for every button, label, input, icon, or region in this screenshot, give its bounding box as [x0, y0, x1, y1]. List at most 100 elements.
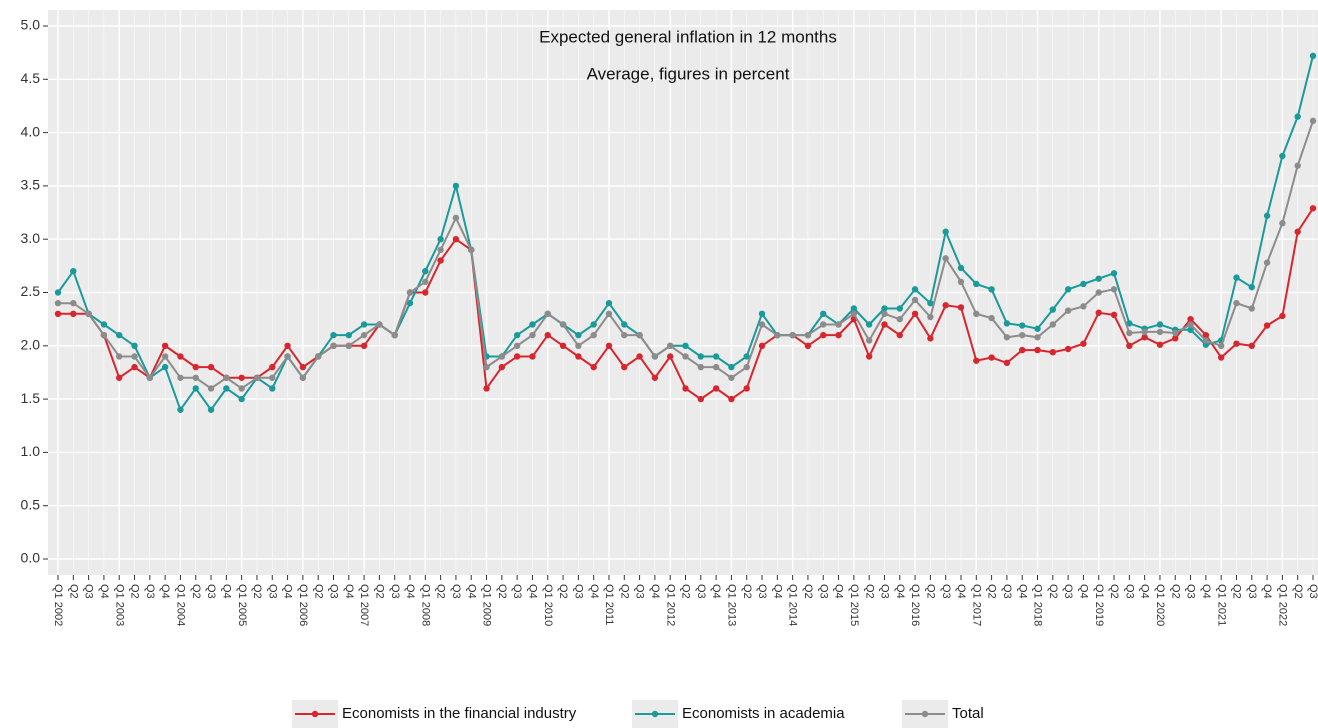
- point: [284, 342, 291, 350]
- x-tick-label: Q4: [98, 584, 110, 599]
- point: [1019, 331, 1026, 339]
- x-tick-label: Q1 2017: [970, 584, 982, 626]
- point: [896, 305, 903, 312]
- point: [238, 385, 245, 392]
- point: [835, 331, 842, 339]
- point: [758, 321, 766, 328]
- legend-label: Economists in the financial industry: [342, 705, 577, 722]
- point: [666, 353, 674, 360]
- point: [973, 357, 980, 364]
- point: [177, 374, 184, 381]
- point: [1034, 325, 1041, 332]
- point: [697, 363, 705, 371]
- point: [192, 374, 199, 381]
- point: [1141, 334, 1148, 341]
- x-tick-label: Q1 2020: [1154, 584, 1166, 626]
- point: [54, 289, 62, 296]
- point: [422, 289, 429, 296]
- x-tick-label: Q1 2006: [297, 584, 309, 626]
- point: [682, 342, 689, 350]
- x-tick-label: Q3: [1062, 584, 1074, 599]
- x-tick-label: Q2: [1292, 584, 1304, 599]
- x-tick-label: Q2: [986, 584, 998, 599]
- point: [468, 246, 475, 254]
- point: [223, 374, 230, 381]
- x-tick-label: Q3: [1123, 584, 1135, 599]
- point: [1187, 315, 1194, 323]
- x-tick-label: Q1 2005: [236, 584, 248, 626]
- x-tick-label: Q3: [450, 584, 462, 599]
- x-tick-label: Q1 2012: [664, 584, 676, 626]
- point: [1294, 162, 1301, 169]
- y-tick-label: 2.5: [21, 283, 41, 299]
- marks: [54, 52, 1317, 413]
- point: [1034, 346, 1041, 354]
- point: [1279, 152, 1286, 160]
- x-tick-label: Q3: [817, 584, 829, 599]
- point: [238, 374, 245, 381]
- x-tick-label: Q2: [312, 584, 324, 599]
- point: [927, 299, 934, 307]
- chart-subtitle: Average, figures in percent: [587, 64, 790, 83]
- point: [1248, 305, 1255, 312]
- point: [116, 374, 123, 381]
- point: [1217, 354, 1225, 361]
- x-tick-label: Q4: [465, 584, 477, 599]
- point: [1049, 348, 1057, 356]
- point: [636, 331, 643, 339]
- point: [682, 353, 689, 360]
- point: [1110, 311, 1118, 319]
- point: [988, 286, 995, 293]
- point: [1126, 320, 1133, 327]
- point: [743, 363, 750, 371]
- point: [1233, 340, 1240, 347]
- x-tick-label: Q3: [940, 584, 952, 599]
- y-tick-label: 1.5: [21, 390, 41, 406]
- point: [269, 385, 276, 392]
- point: [406, 289, 414, 296]
- point: [1156, 321, 1164, 328]
- point: [712, 353, 720, 360]
- point: [299, 363, 307, 371]
- point: [54, 299, 62, 307]
- x-tick-label: Q1 2011: [603, 584, 615, 625]
- point: [804, 342, 812, 350]
- point: [1248, 342, 1255, 350]
- y-tick-label: 0.5: [21, 496, 41, 512]
- x-tick-label: Q2: [924, 584, 936, 599]
- x-tick-label: Q4: [404, 584, 416, 599]
- point: [131, 353, 138, 360]
- point: [1172, 335, 1179, 342]
- y-tick-label: 4.5: [21, 70, 41, 86]
- point: [1202, 331, 1210, 339]
- x-tick-label: Q3: [511, 584, 523, 599]
- point: [314, 353, 322, 360]
- point: [116, 331, 123, 339]
- x-tick-label: Q1 2021: [1215, 584, 1227, 626]
- x-tick-label: Q2: [496, 584, 508, 599]
- point: [774, 331, 781, 339]
- point: [1019, 346, 1026, 354]
- point: [1187, 321, 1194, 328]
- point: [911, 310, 919, 318]
- point: [881, 310, 888, 318]
- point: [70, 299, 77, 307]
- point: [1172, 329, 1179, 337]
- point: [1294, 113, 1301, 120]
- x-tick-label: Q2: [557, 584, 569, 599]
- point: [161, 353, 169, 360]
- point: [360, 342, 368, 350]
- point: [406, 299, 414, 307]
- point: [161, 363, 169, 371]
- point: [666, 342, 674, 350]
- point: [988, 314, 995, 322]
- point: [1064, 345, 1072, 353]
- point: [559, 321, 567, 328]
- x-tick-label: Q1 2003: [113, 584, 125, 626]
- x-tick-label: Q1 2010: [542, 584, 554, 626]
- point: [1309, 117, 1317, 125]
- x-tick-label: Q2: [680, 584, 692, 599]
- point: [1003, 359, 1011, 367]
- point: [896, 315, 903, 323]
